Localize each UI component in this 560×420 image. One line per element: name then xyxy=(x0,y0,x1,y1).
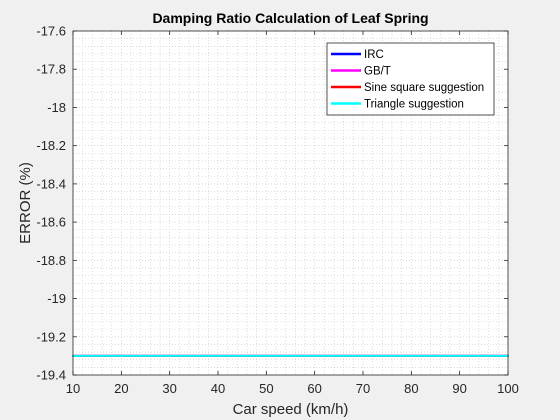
y-tick-label: -18.2 xyxy=(36,138,66,153)
x-tick-label: 100 xyxy=(497,381,519,396)
y-tick-label: -19.2 xyxy=(36,329,66,344)
legend-label: GB/T xyxy=(364,66,391,78)
y-tick-label: -17.8 xyxy=(36,62,66,77)
x-tick-label: 60 xyxy=(307,381,321,396)
y-tick-label: -18 xyxy=(47,100,66,115)
y-tick-label: -19.4 xyxy=(36,368,66,383)
y-tick-label: -19 xyxy=(47,291,66,306)
legend-label: Sine square suggestion xyxy=(364,82,484,94)
grid xyxy=(73,31,508,375)
x-tick-label: 50 xyxy=(259,381,273,396)
series-layer xyxy=(72,354,509,357)
x-tick-label: 30 xyxy=(162,381,176,396)
x-tick-label: 70 xyxy=(356,381,370,396)
data-point xyxy=(410,354,413,357)
y-tick-label: -18.6 xyxy=(36,215,66,230)
legend: IRC GB/T Sine square suggestion Triangle su… xyxy=(326,42,495,116)
data-point xyxy=(362,354,364,357)
legend-label: IRC xyxy=(364,49,384,61)
x-axis-title: Car speed (km/h) xyxy=(233,401,349,418)
legend-label: Triangle suggestion xyxy=(364,99,464,111)
data-point xyxy=(217,354,219,357)
x-tick-label: 80 xyxy=(404,381,418,396)
x-tick-label: 90 xyxy=(452,381,466,396)
x-tick-label: 10 xyxy=(66,381,80,396)
chart-title: Damping Ratio Calculation of Leaf Spring xyxy=(152,10,428,26)
y-tick-label: -18.4 xyxy=(36,176,66,191)
y-tick-label: -18.8 xyxy=(36,253,66,268)
y-tick-label: -17.6 xyxy=(36,24,66,39)
x-tick-label: 20 xyxy=(114,381,128,396)
axis-ticks: 10 20 30 40 50 60 70 80 90 100 -17.6 -17.8 -18 -18.2 -… xyxy=(36,24,518,397)
plot-frame xyxy=(72,30,509,376)
data-point xyxy=(458,354,461,357)
data-point xyxy=(313,354,316,357)
data-point xyxy=(168,354,171,357)
y-axis-title: ERROR (%) xyxy=(17,162,34,244)
data-point xyxy=(265,354,268,357)
data-point xyxy=(120,354,123,357)
x-tick-label: 40 xyxy=(211,381,225,396)
